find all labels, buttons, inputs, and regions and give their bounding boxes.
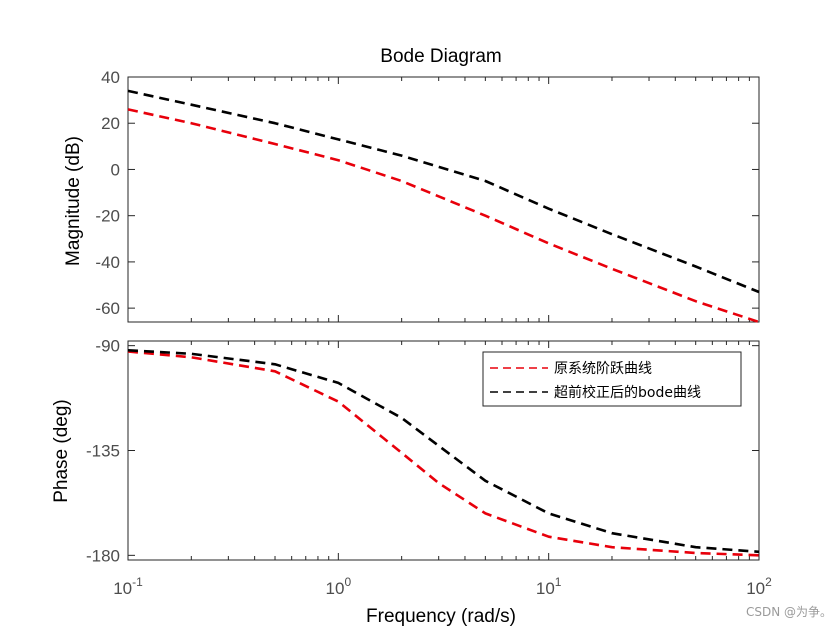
x-tick-label: 102 (746, 575, 772, 598)
magnitude-plot: 40 20 0 -20 -40 -60 (95, 68, 760, 324)
x-tick-exponent: 0 (344, 575, 351, 589)
watermark-text: CSDN @为争。 (746, 605, 832, 619)
phase-axis-label: Phase (deg) (51, 399, 72, 503)
x-tick-base: 10 (536, 579, 555, 598)
x-tick-base: 10 (326, 579, 345, 598)
magnitude-axis-label: Magnitude (dB) (63, 136, 84, 266)
phase-ytick-label: -90 (95, 337, 120, 356)
magnitude-ytick-label: -40 (95, 253, 120, 272)
magnitude-ytick-label: -60 (95, 299, 120, 318)
magnitude-series-original (127, 108, 760, 324)
x-tick-exponent: -1 (132, 575, 143, 589)
phase-ytick-label: -180 (86, 546, 120, 565)
x-tick-exponent: 1 (555, 575, 562, 589)
x-tick-base: 10 (113, 579, 132, 598)
legend-label-corrected: 超前校正后的bode曲线 (554, 384, 701, 401)
frequency-axis: 10-1 100 101 102 (113, 575, 772, 598)
x-tick-exponent: 2 (765, 575, 772, 589)
phase-series-corrected (127, 349, 760, 554)
legend-box (482, 351, 742, 407)
x-axis-label: Frequency (rad/s) (366, 606, 516, 627)
x-tick-label: 10-1 (113, 575, 143, 598)
x-tick-label: 100 (326, 575, 352, 598)
x-tick-label: 101 (536, 575, 562, 598)
magnitude-ytick-label: 0 (111, 160, 120, 179)
x-tick-base: 10 (746, 579, 765, 598)
magnitude-ytick-label: -20 (95, 207, 120, 226)
phase-series-original (127, 350, 760, 557)
chart-title: Bode Diagram (380, 46, 501, 67)
magnitude-ytick-label: 40 (101, 68, 120, 87)
phase-ytick-label: -135 (86, 442, 120, 461)
magnitude-ytick-label: 20 (101, 114, 120, 133)
legend-label-original: 原系统阶跃曲线 (554, 361, 652, 377)
magnitude-series-corrected (127, 89, 760, 294)
